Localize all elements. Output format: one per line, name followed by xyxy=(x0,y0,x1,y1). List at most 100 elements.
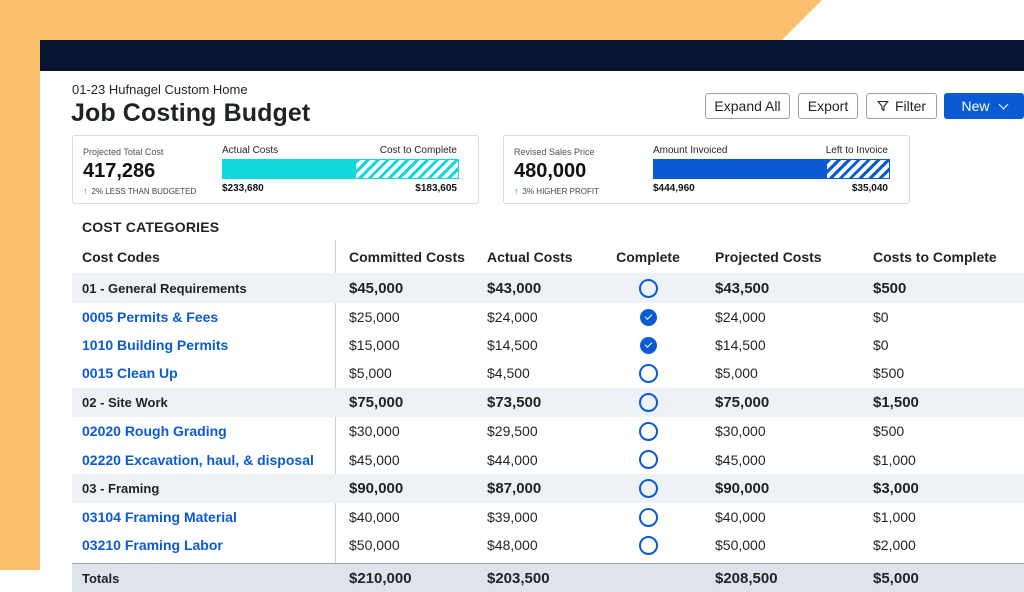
cost-code-link[interactable]: 0015 Clean Up xyxy=(82,365,178,381)
cost-code-link[interactable]: 02020 Rough Grading xyxy=(82,423,227,439)
projected-cost: $90,000 xyxy=(715,480,770,497)
chevron-down-icon xyxy=(998,99,1008,109)
cost-to-complete-fill xyxy=(354,159,459,179)
group-row[interactable]: 02 - Site Work $75,000 $73,500 $75,000 $1,50… xyxy=(72,388,1024,417)
table-row: 0005 Permits & Fees $25,000 $24,000 $24,000… xyxy=(72,303,1024,331)
actual-cost: $29,500 xyxy=(487,423,538,439)
table-header-row: Cost Codes Committed Costs Actual Costs … xyxy=(72,240,1024,273)
top-navigation-bar xyxy=(40,40,1024,71)
actual-vs-complete-bar xyxy=(222,159,459,179)
empty-circle-icon[interactable] xyxy=(638,479,658,498)
totals-row: Totals $210,000 $203,500 $208,500 $5,000 xyxy=(72,564,1024,592)
page-title: Job Costing Budget xyxy=(71,99,311,127)
cost-code-link[interactable]: 0005 Permits & Fees xyxy=(82,309,219,325)
empty-circle-icon[interactable] xyxy=(638,535,658,555)
committed-cost: $40,000 xyxy=(349,509,400,525)
actual-cost: $4,500 xyxy=(487,365,530,381)
cost-code-link[interactable]: 03210 Framing Labor xyxy=(82,537,223,553)
cost-code-link[interactable]: 1010 Building Permits xyxy=(82,337,229,353)
sales-price-value: 480,000 xyxy=(514,160,587,182)
total-committed: $210,000 xyxy=(349,569,412,587)
cost-to-complete: $1,000 xyxy=(873,451,916,468)
group-name: 03 - Framing xyxy=(82,481,160,496)
invoiced-bar xyxy=(653,159,890,179)
cost-to-complete: $0 xyxy=(873,309,889,325)
projected-cost: $5,000 xyxy=(715,365,758,381)
projected-cost-trend: ↑ 2% LESS THAN BUDGETED xyxy=(83,186,196,196)
new-button[interactable]: New xyxy=(944,93,1024,119)
empty-circle-icon[interactable] xyxy=(638,507,658,527)
filter-button[interactable]: Filter xyxy=(866,93,937,119)
new-label: New xyxy=(961,98,990,114)
table-row: 03210 Framing Labor $50,000 $48,000 $50,000… xyxy=(72,531,1024,559)
expand-all-button[interactable]: Expand All xyxy=(705,93,790,119)
amount-invoiced-fill xyxy=(653,159,826,179)
cost-to-complete: $3,000 xyxy=(873,480,919,497)
project-name: 01-23 Hufnagel Custom Home xyxy=(72,82,248,97)
header-complete: Complete xyxy=(616,248,680,265)
empty-circle-icon[interactable] xyxy=(638,363,658,383)
cost-to-complete: $500 xyxy=(873,423,905,439)
table-row: 02020 Rough Grading $30,000 $29,500 $30,000… xyxy=(72,417,1024,445)
projected-cost: $75,000 xyxy=(715,394,770,411)
complete-cell xyxy=(612,503,684,531)
complete-cell xyxy=(612,273,684,303)
projected-cost: $14,500 xyxy=(715,337,766,353)
checked-circle-icon[interactable] xyxy=(639,336,657,354)
complete-cell xyxy=(612,331,684,359)
complete-cell xyxy=(612,359,684,387)
cost-to-complete: $500 xyxy=(873,365,905,381)
amount-invoiced-label: Amount Invoiced xyxy=(653,145,728,156)
complete-cell xyxy=(612,531,684,559)
projected-cost: $24,000 xyxy=(715,309,766,325)
left-to-invoice-value: $35,040 xyxy=(851,183,888,194)
header-cost-codes: Cost Codes xyxy=(82,248,160,265)
sales-price-card: Revised Sales Price 480,000 ↑ 3% HIGHER … xyxy=(503,135,910,204)
projected-cost-trend-text: 2% LESS THAN BUDGETED xyxy=(91,186,197,196)
table-row: 0015 Clean Up $5,000 $4,500 $5,000 $500 xyxy=(72,359,1024,387)
committed-cost: $90,000 xyxy=(349,480,404,497)
committed-cost: $5,000 xyxy=(349,365,392,381)
header-actual-costs: Actual Costs xyxy=(487,248,573,265)
projected-cost: $30,000 xyxy=(715,423,766,439)
cost-code-link[interactable]: 03104 Framing Material xyxy=(82,509,237,525)
left-to-invoice-fill xyxy=(826,159,890,179)
cost-to-complete: $500 xyxy=(873,279,907,297)
header-projected-costs: Projected Costs xyxy=(715,248,822,265)
arrow-up-icon: ↑ xyxy=(514,186,519,196)
cost-to-complete-label: Cost to Complete xyxy=(379,145,457,156)
actual-cost: $44,000 xyxy=(487,451,538,468)
empty-circle-icon[interactable] xyxy=(638,278,658,298)
projected-cost: $50,000 xyxy=(715,537,766,553)
filter-label: Filter xyxy=(894,98,927,114)
empty-circle-icon[interactable] xyxy=(638,421,658,441)
table-row: 03104 Framing Material $40,000 $39,000 $40,… xyxy=(72,503,1024,531)
projected-cost: $43,500 xyxy=(715,279,770,297)
projected-cost-value: 417,286 xyxy=(83,160,156,182)
cost-code-link[interactable]: 02220 Excavation, haul, & disposal xyxy=(82,451,314,468)
total-actual: $203,500 xyxy=(487,569,550,587)
group-row[interactable]: 01 - General Requirements $45,000 $43,000 $… xyxy=(72,273,1024,303)
actual-cost: $73,500 xyxy=(487,394,542,411)
actual-cost: $24,000 xyxy=(487,309,538,325)
committed-cost: $75,000 xyxy=(349,394,404,411)
filter-icon xyxy=(877,100,889,112)
projected-cost: $45,000 xyxy=(715,451,766,468)
amount-invoiced-value: $444,960 xyxy=(653,183,695,194)
group-row[interactable]: 03 - Framing $90,000 $87,000 $90,000 $3,000 xyxy=(72,474,1024,503)
empty-circle-icon[interactable] xyxy=(638,450,658,469)
complete-cell xyxy=(612,474,684,503)
total-projected: $208,500 xyxy=(715,569,778,587)
total-to-complete: $5,000 xyxy=(873,569,919,587)
empty-circle-icon[interactable] xyxy=(638,393,658,412)
projected-cost: $40,000 xyxy=(715,509,766,525)
app-window: 01-23 Hufnagel Custom Home Job Costing B… xyxy=(40,40,1024,592)
export-button[interactable]: Export xyxy=(798,93,858,119)
actual-costs-value: $233,680 xyxy=(222,183,264,194)
committed-cost: $45,000 xyxy=(349,451,400,468)
sales-price-label: Revised Sales Price xyxy=(514,147,595,157)
section-title: COST CATEGORIES xyxy=(82,219,220,235)
checked-circle-icon[interactable] xyxy=(639,308,657,326)
arrow-up-icon: ↑ xyxy=(83,186,88,196)
left-to-invoice-label: Left to Invoice xyxy=(825,145,888,156)
